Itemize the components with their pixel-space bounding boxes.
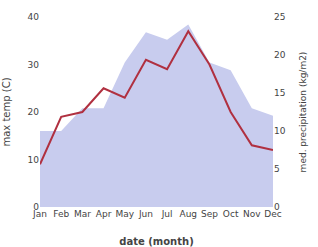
- svg-text:Dec: Dec: [264, 209, 281, 219]
- svg-text:Aug: Aug: [179, 209, 197, 219]
- svg-text:20: 20: [274, 50, 286, 60]
- svg-text:Nov: Nov: [243, 209, 261, 219]
- svg-text:Jan: Jan: [32, 209, 47, 219]
- svg-text:med. precipitation (kg/m2): med. precipitation (kg/m2): [298, 52, 308, 173]
- svg-text:Jul: Jul: [161, 209, 173, 219]
- svg-text:0: 0: [33, 202, 39, 212]
- svg-text:0: 0: [274, 202, 280, 212]
- svg-text:10: 10: [274, 126, 286, 136]
- svg-text:max temp (C): max temp (C): [1, 77, 12, 146]
- svg-text:date (month): date (month): [119, 236, 193, 247]
- svg-text:Mar: Mar: [74, 209, 91, 219]
- svg-text:10: 10: [28, 155, 40, 165]
- svg-text:May: May: [115, 209, 134, 219]
- svg-text:30: 30: [28, 60, 40, 70]
- svg-text:Sep: Sep: [201, 209, 218, 219]
- svg-text:Jun: Jun: [138, 209, 153, 219]
- svg-text:Feb: Feb: [53, 209, 69, 219]
- svg-text:20: 20: [28, 107, 40, 117]
- svg-text:15: 15: [274, 88, 285, 98]
- svg-text:25: 25: [274, 12, 285, 22]
- svg-text:5: 5: [274, 164, 280, 174]
- svg-text:Apr: Apr: [96, 209, 112, 219]
- svg-text:40: 40: [28, 12, 40, 22]
- svg-text:Oct: Oct: [223, 209, 239, 219]
